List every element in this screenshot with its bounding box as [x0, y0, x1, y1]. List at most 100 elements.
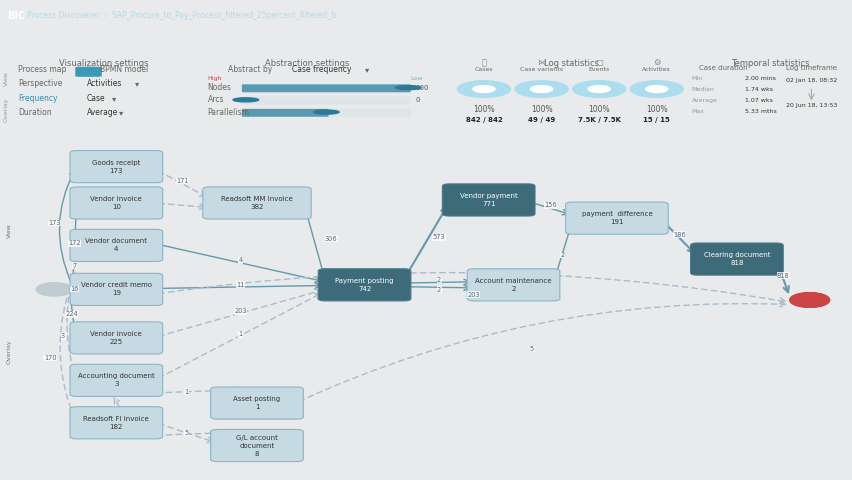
Text: 173: 173 [48, 220, 60, 226]
Text: Readsoft MM Invoice
382: Readsoft MM Invoice 382 [221, 196, 292, 210]
Text: 20 Jun 18, 13:53: 20 Jun 18, 13:53 [785, 103, 836, 108]
Text: 203: 203 [233, 308, 246, 314]
Text: Log timeframe: Log timeframe [785, 65, 836, 71]
Text: Vendor Invoice
10: Vendor Invoice 10 [90, 196, 142, 210]
Text: ▾: ▾ [118, 108, 123, 117]
Circle shape [233, 98, 258, 102]
Text: 5: 5 [184, 430, 188, 436]
Text: 100%: 100% [473, 105, 494, 114]
Text: Vendor credit memo
19: Vendor credit memo 19 [81, 282, 152, 296]
FancyBboxPatch shape [467, 269, 559, 301]
Text: Case: Case [87, 94, 105, 103]
FancyBboxPatch shape [242, 96, 411, 105]
Text: 170: 170 [43, 355, 56, 361]
Text: 02 Jan 18, 08:32: 02 Jan 18, 08:32 [785, 78, 836, 83]
Circle shape [530, 85, 552, 93]
Text: Parallelism: Parallelism [207, 108, 250, 117]
Text: 7.5K / 7.5K: 7.5K / 7.5K [577, 117, 620, 123]
Text: BIC: BIC [7, 11, 25, 21]
Text: Abstraction settings: Abstraction settings [264, 59, 348, 68]
Text: 1.07 wks: 1.07 wks [744, 98, 772, 103]
Text: 573: 573 [432, 234, 445, 240]
Text: 2.00 mins: 2.00 mins [744, 76, 774, 81]
Text: 7: 7 [72, 263, 77, 269]
Text: 16: 16 [70, 286, 78, 292]
FancyBboxPatch shape [70, 187, 163, 219]
FancyBboxPatch shape [70, 364, 163, 396]
Text: ▾: ▾ [135, 80, 139, 88]
FancyBboxPatch shape [565, 202, 667, 234]
Text: Goods receipt
173: Goods receipt 173 [92, 160, 141, 174]
Text: 49 / 49: 49 / 49 [527, 117, 555, 123]
FancyBboxPatch shape [242, 109, 411, 117]
Text: 172: 172 [68, 240, 81, 246]
Text: Account maintenance
2: Account maintenance 2 [475, 278, 551, 292]
Text: 1.74 wks: 1.74 wks [744, 87, 772, 92]
Text: 224: 224 [65, 311, 78, 317]
Circle shape [472, 85, 494, 93]
Text: BPMN model: BPMN model [101, 65, 148, 74]
Text: 842 / 842: 842 / 842 [465, 117, 502, 123]
FancyBboxPatch shape [70, 151, 163, 183]
FancyBboxPatch shape [70, 407, 163, 439]
Text: 203: 203 [467, 292, 480, 298]
Text: Readsoft FI invoice
182: Readsoft FI invoice 182 [83, 416, 149, 430]
FancyBboxPatch shape [70, 273, 163, 305]
FancyBboxPatch shape [70, 229, 163, 262]
Text: Vendor payment
771: Vendor payment 771 [459, 193, 517, 207]
Circle shape [789, 293, 829, 307]
FancyBboxPatch shape [210, 387, 303, 419]
Text: High: High [207, 76, 222, 81]
Text: Case variants: Case variants [520, 67, 562, 72]
Text: Duration: Duration [18, 108, 52, 117]
Text: Clearing document
818: Clearing document 818 [703, 252, 769, 266]
FancyBboxPatch shape [210, 430, 303, 462]
Text: Low: Low [411, 76, 423, 81]
Text: Events: Events [588, 67, 609, 72]
Text: 100: 100 [415, 84, 429, 91]
FancyBboxPatch shape [75, 67, 101, 77]
FancyBboxPatch shape [70, 322, 163, 354]
Text: Process Discoverer  ›  SAP_Procure_to_Pay_Process_filtered_25percent_filtered_b: Process Discoverer › SAP_Procure_to_Pay_… [27, 11, 336, 20]
FancyBboxPatch shape [203, 187, 311, 219]
Circle shape [515, 81, 567, 97]
Text: Frequency: Frequency [18, 94, 58, 103]
Text: Vendor document
4: Vendor document 4 [85, 239, 147, 252]
Text: 171: 171 [176, 178, 189, 184]
Text: Process map: Process map [18, 65, 66, 74]
Text: 2: 2 [436, 287, 440, 293]
Text: View: View [7, 224, 12, 238]
Text: Case frequency: Case frequency [291, 65, 351, 74]
Circle shape [314, 110, 339, 114]
Text: payment  difference
191: payment difference 191 [581, 211, 652, 225]
Text: G/L account
document
8: G/L account document 8 [236, 434, 278, 456]
Text: ▾: ▾ [112, 94, 116, 103]
Text: Overlay: Overlay [7, 339, 12, 364]
Text: 5.33 mths: 5.33 mths [744, 109, 775, 114]
Text: 100%: 100% [588, 105, 609, 114]
FancyBboxPatch shape [318, 269, 411, 301]
Text: 818: 818 [776, 273, 789, 279]
Text: Temporal statistics: Temporal statistics [729, 59, 809, 68]
Circle shape [587, 85, 609, 93]
Text: ⛰: ⛰ [481, 58, 486, 67]
Text: 1: 1 [238, 331, 242, 337]
Text: View: View [3, 71, 9, 85]
Text: ⚙: ⚙ [653, 58, 659, 67]
Text: Arcs: Arcs [207, 96, 224, 104]
Text: Visualization settings: Visualization settings [60, 59, 148, 68]
Text: Max: Max [691, 109, 704, 114]
Text: Abstract by: Abstract by [228, 65, 272, 74]
FancyBboxPatch shape [242, 109, 328, 117]
Text: 100%: 100% [530, 105, 552, 114]
Text: Vendor invoice
225: Vendor invoice 225 [90, 331, 142, 345]
Text: Median: Median [691, 87, 714, 92]
Text: 156: 156 [544, 202, 556, 208]
Text: Asset posting
1: Asset posting 1 [233, 396, 280, 410]
Circle shape [36, 283, 72, 296]
Circle shape [395, 85, 421, 90]
Text: ▾: ▾ [365, 65, 369, 74]
FancyBboxPatch shape [242, 84, 411, 92]
Circle shape [630, 81, 682, 97]
Text: 186: 186 [672, 232, 685, 238]
